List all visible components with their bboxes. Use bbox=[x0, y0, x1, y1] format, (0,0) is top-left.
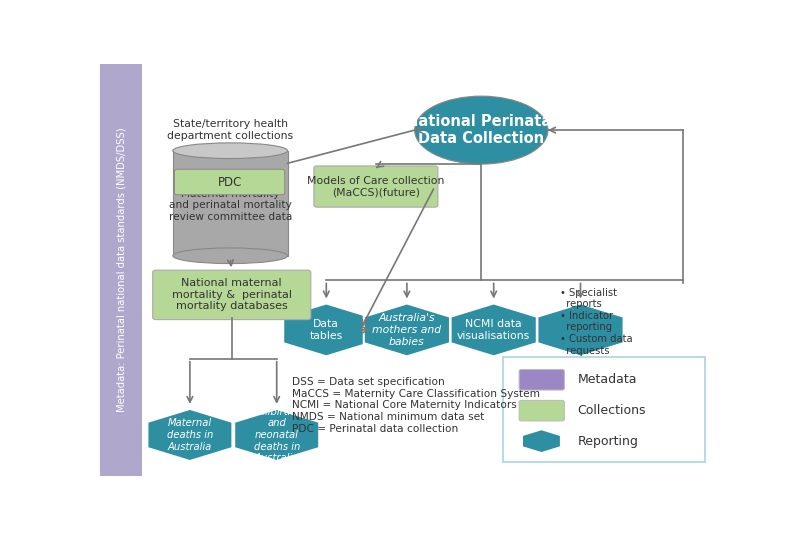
Text: • Specialist
  reports
• Indicator
  reporting
• Custom data
  requests: • Specialist reports • Indicator reporti… bbox=[560, 288, 633, 356]
Text: Maternal
deaths in
Australia: Maternal deaths in Australia bbox=[166, 418, 213, 452]
Polygon shape bbox=[234, 409, 319, 461]
Ellipse shape bbox=[173, 248, 287, 264]
Text: Models of Care collection
(MaCCS)(future): Models of Care collection (MaCCS)(future… bbox=[307, 176, 445, 197]
Text: Reporting: Reporting bbox=[578, 434, 638, 448]
Ellipse shape bbox=[414, 96, 548, 164]
Text: Metadata: Metadata bbox=[578, 373, 637, 386]
Text: Metadata: Perinatal national data standards (NMDS/DSS): Metadata: Perinatal national data standa… bbox=[116, 128, 126, 412]
FancyBboxPatch shape bbox=[174, 169, 285, 195]
Text: Collections: Collections bbox=[578, 404, 646, 417]
Text: DSS = Data set specification
MaCCS = Maternity Care Classification System
NCMI =: DSS = Data set specification MaCCS = Mat… bbox=[292, 377, 540, 434]
Text: PDC: PDC bbox=[218, 175, 242, 188]
FancyBboxPatch shape bbox=[173, 151, 287, 256]
Text: Australia's
mothers and
babies: Australia's mothers and babies bbox=[372, 314, 442, 347]
Polygon shape bbox=[283, 303, 370, 356]
Polygon shape bbox=[364, 303, 450, 356]
Polygon shape bbox=[147, 409, 233, 461]
Polygon shape bbox=[538, 303, 624, 356]
Text: Maternal mortality
and perinatal mortality
review committee data: Maternal mortality and perinatal mortali… bbox=[169, 189, 292, 222]
FancyBboxPatch shape bbox=[153, 270, 310, 319]
Polygon shape bbox=[522, 429, 561, 453]
FancyBboxPatch shape bbox=[100, 64, 142, 476]
Polygon shape bbox=[450, 303, 537, 356]
Text: National Perinatal
Data Collection: National Perinatal Data Collection bbox=[406, 114, 557, 146]
Text: State/territory health
department collections: State/territory health department collec… bbox=[167, 119, 294, 141]
Text: Data
tables: Data tables bbox=[310, 319, 343, 341]
Text: National maternal
mortality &  perinatal
mortality databases: National maternal mortality & perinatal … bbox=[172, 278, 292, 311]
Text: NCMI data
visualisations: NCMI data visualisations bbox=[457, 319, 530, 341]
FancyBboxPatch shape bbox=[519, 370, 564, 390]
FancyBboxPatch shape bbox=[314, 166, 438, 207]
Text: Stillbirths
and
neonatal
deaths in
Australia: Stillbirths and neonatal deaths in Austr… bbox=[253, 407, 300, 463]
Ellipse shape bbox=[173, 143, 287, 158]
FancyBboxPatch shape bbox=[503, 357, 705, 462]
FancyBboxPatch shape bbox=[519, 400, 564, 421]
